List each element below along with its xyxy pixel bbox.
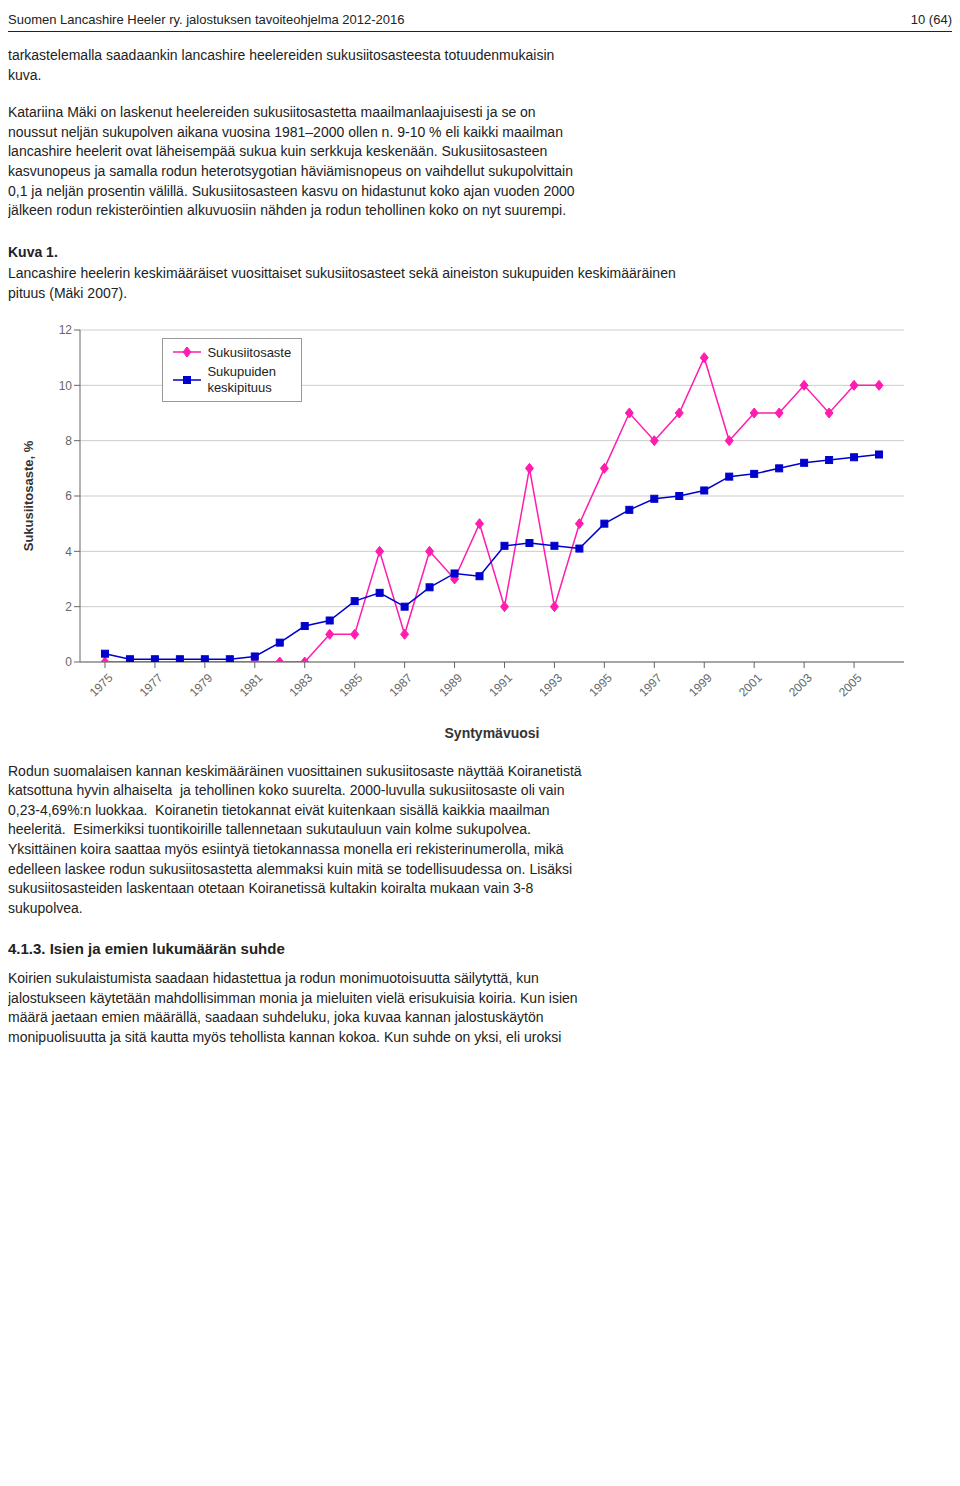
svg-text:2001: 2001 (736, 670, 765, 699)
svg-text:12: 12 (59, 323, 73, 337)
svg-text:0: 0 (65, 655, 72, 669)
svg-text:1999: 1999 (686, 670, 715, 699)
html-text:Suomen Lancashire Heeler ry. j: Suomen Lancashire Heeler ry. jalostuksen… (8, 12, 405, 27)
html-text:tarkastelemalla saadaankin lan: tarkastelemalla saadaankin lancashire he… (8, 47, 555, 83)
svg-text:1993: 1993 (536, 670, 565, 699)
svg-text:2003: 2003 (786, 670, 815, 699)
html-text:Sukusiitosaste: Sukusiitosaste (207, 344, 292, 360)
html-text:Koirien sukulaistumista saadaa: Koirien sukulaistumista saadaan hidastet… (8, 970, 578, 1046)
svg-text:1985: 1985 (336, 670, 365, 699)
svg-text:1995: 1995 (586, 670, 615, 699)
svg-text:1997: 1997 (636, 670, 665, 699)
html-text:Sukupuiden keskipituus: Sukupuiden keskipituus (207, 364, 277, 395)
html-text:Kuva 1.: Kuva 1. (8, 243, 58, 260)
svg-text:1983: 1983 (287, 670, 316, 699)
html-text:10 (64): 10 (64) (910, 12, 952, 27)
svg-text:2005: 2005 (836, 670, 865, 699)
html-text:Rodun suomalaisen kannan keski: Rodun suomalaisen kannan keskimääräinen … (8, 762, 582, 916)
svg-text:1989: 1989 (436, 670, 465, 699)
html-text:4.1.3. Isien ja emien lukumäär: 4.1.3. Isien ja emien lukumäärän suhde (8, 940, 285, 958)
svg-text:1991: 1991 (486, 670, 515, 699)
svg-text:Sukusiitosaste, %: Sukusiitosaste, % (21, 440, 36, 551)
svg-text:1987: 1987 (386, 670, 415, 699)
svg-text:1975: 1975 (87, 670, 116, 699)
svg-text:Syntymävuosi: Syntymävuosi (445, 725, 540, 741)
html-text:Lancashire heelerin keskimäärä: Lancashire heelerin keskimääräiset vuosi… (8, 265, 676, 301)
svg-text:10: 10 (59, 378, 73, 392)
svg-text:1977: 1977 (137, 670, 166, 699)
svg-text:2: 2 (65, 599, 72, 613)
svg-text:4: 4 (65, 544, 72, 558)
svg-text:1981: 1981 (237, 670, 266, 699)
svg-text:8: 8 (65, 433, 72, 447)
html-text:Katariina Mäki on laskenut hee: Katariina Mäki on laskenut heelereiden s… (8, 104, 575, 219)
svg-text:1979: 1979 (187, 670, 216, 699)
svg-text:6: 6 (65, 489, 72, 503)
